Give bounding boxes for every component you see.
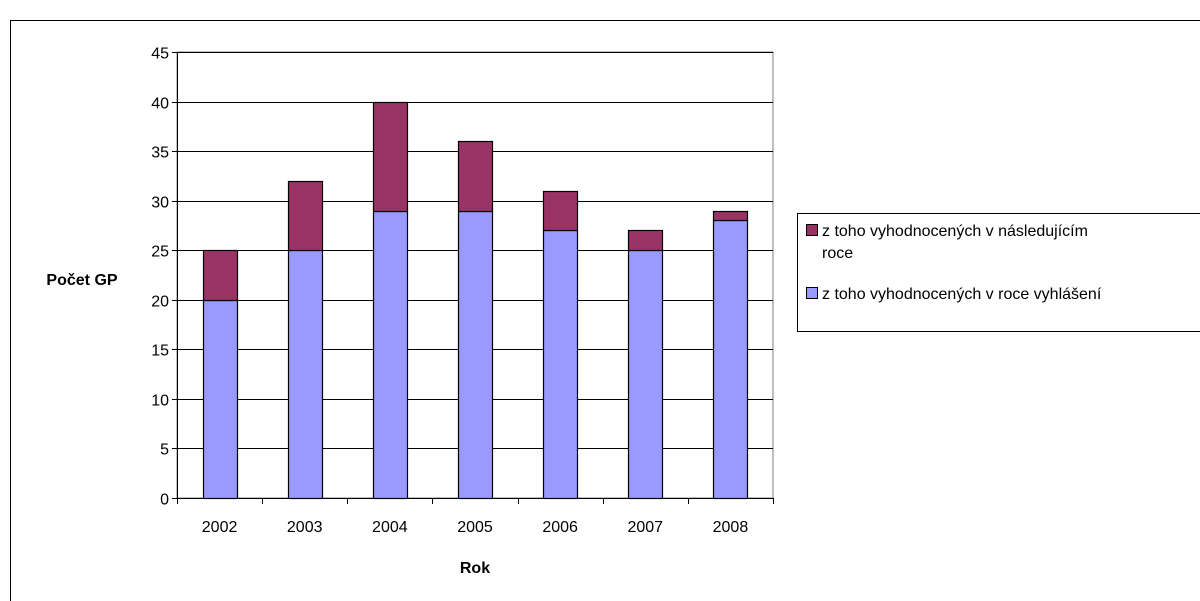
bar-segment-nasledujici-roce <box>457 140 494 213</box>
x-tick-label: 2008 <box>713 519 749 536</box>
bar-segment-nasledujici-roce <box>712 210 749 222</box>
legend-swatch <box>806 224 818 236</box>
y-tick-label: 0 <box>160 492 169 509</box>
y-axis-label: Počet GP <box>46 272 117 289</box>
y-tick-label: 35 <box>151 145 169 162</box>
legend-label: z toho vyhodnocených v roce vyhlášení <box>822 286 1102 303</box>
x-tick-labels: 2002 2003 2004 2005 2006 2007 2008 <box>202 519 749 536</box>
bars <box>202 101 749 500</box>
bar-segment-roce-vyhlaseni <box>287 249 324 500</box>
x-tick-label: 2006 <box>542 519 578 536</box>
x-tick-label: 2002 <box>202 519 238 536</box>
bar-segment-roce-vyhlaseni <box>202 299 239 500</box>
y-tick-labels: 0 5 10 15 20 25 30 35 40 45 <box>151 46 169 509</box>
bar-segment-nasledujici-roce <box>627 229 664 252</box>
chart-frame <box>10 20 1200 601</box>
bar-segment-roce-vyhlaseni <box>627 249 664 500</box>
legend-label: roce <box>822 245 853 262</box>
bar-segment-nasledujici-roce <box>542 190 579 232</box>
y-tick-label: 15 <box>151 343 169 360</box>
legend-label: z toho vyhodnocených v následujícím <box>822 223 1088 240</box>
bar-segment-roce-vyhlaseni <box>712 219 749 500</box>
legend-swatch <box>806 287 818 299</box>
y-tick-label: 20 <box>151 294 169 311</box>
x-tick-label: 2003 <box>287 519 323 536</box>
bar-segment-nasledujici-roce <box>372 101 409 213</box>
legend: z toho vyhodnocených v následujícím roce z… <box>797 213 1200 332</box>
y-tick-label: 10 <box>151 393 169 410</box>
axes <box>172 52 774 504</box>
x-axis-label: Rok <box>460 560 490 577</box>
y-tick-label: 5 <box>160 442 169 459</box>
y-tick-label: 45 <box>151 46 169 63</box>
y-tick-label: 30 <box>151 195 169 212</box>
y-tick-label: 40 <box>151 96 169 113</box>
legend-box <box>797 213 1200 332</box>
bar-segment-roce-vyhlaseni <box>372 210 409 500</box>
x-tick-label: 2005 <box>457 519 493 536</box>
bar-segment-nasledujici-roce <box>287 180 324 252</box>
bar-segment-nasledujici-roce <box>202 249 239 302</box>
y-tick-label: 25 <box>151 244 169 261</box>
x-tick-label: 2007 <box>627 519 663 536</box>
bar-segment-roce-vyhlaseni <box>542 229 579 500</box>
x-tick-label: 2004 <box>372 519 408 536</box>
bar-segment-roce-vyhlaseni <box>457 210 494 500</box>
